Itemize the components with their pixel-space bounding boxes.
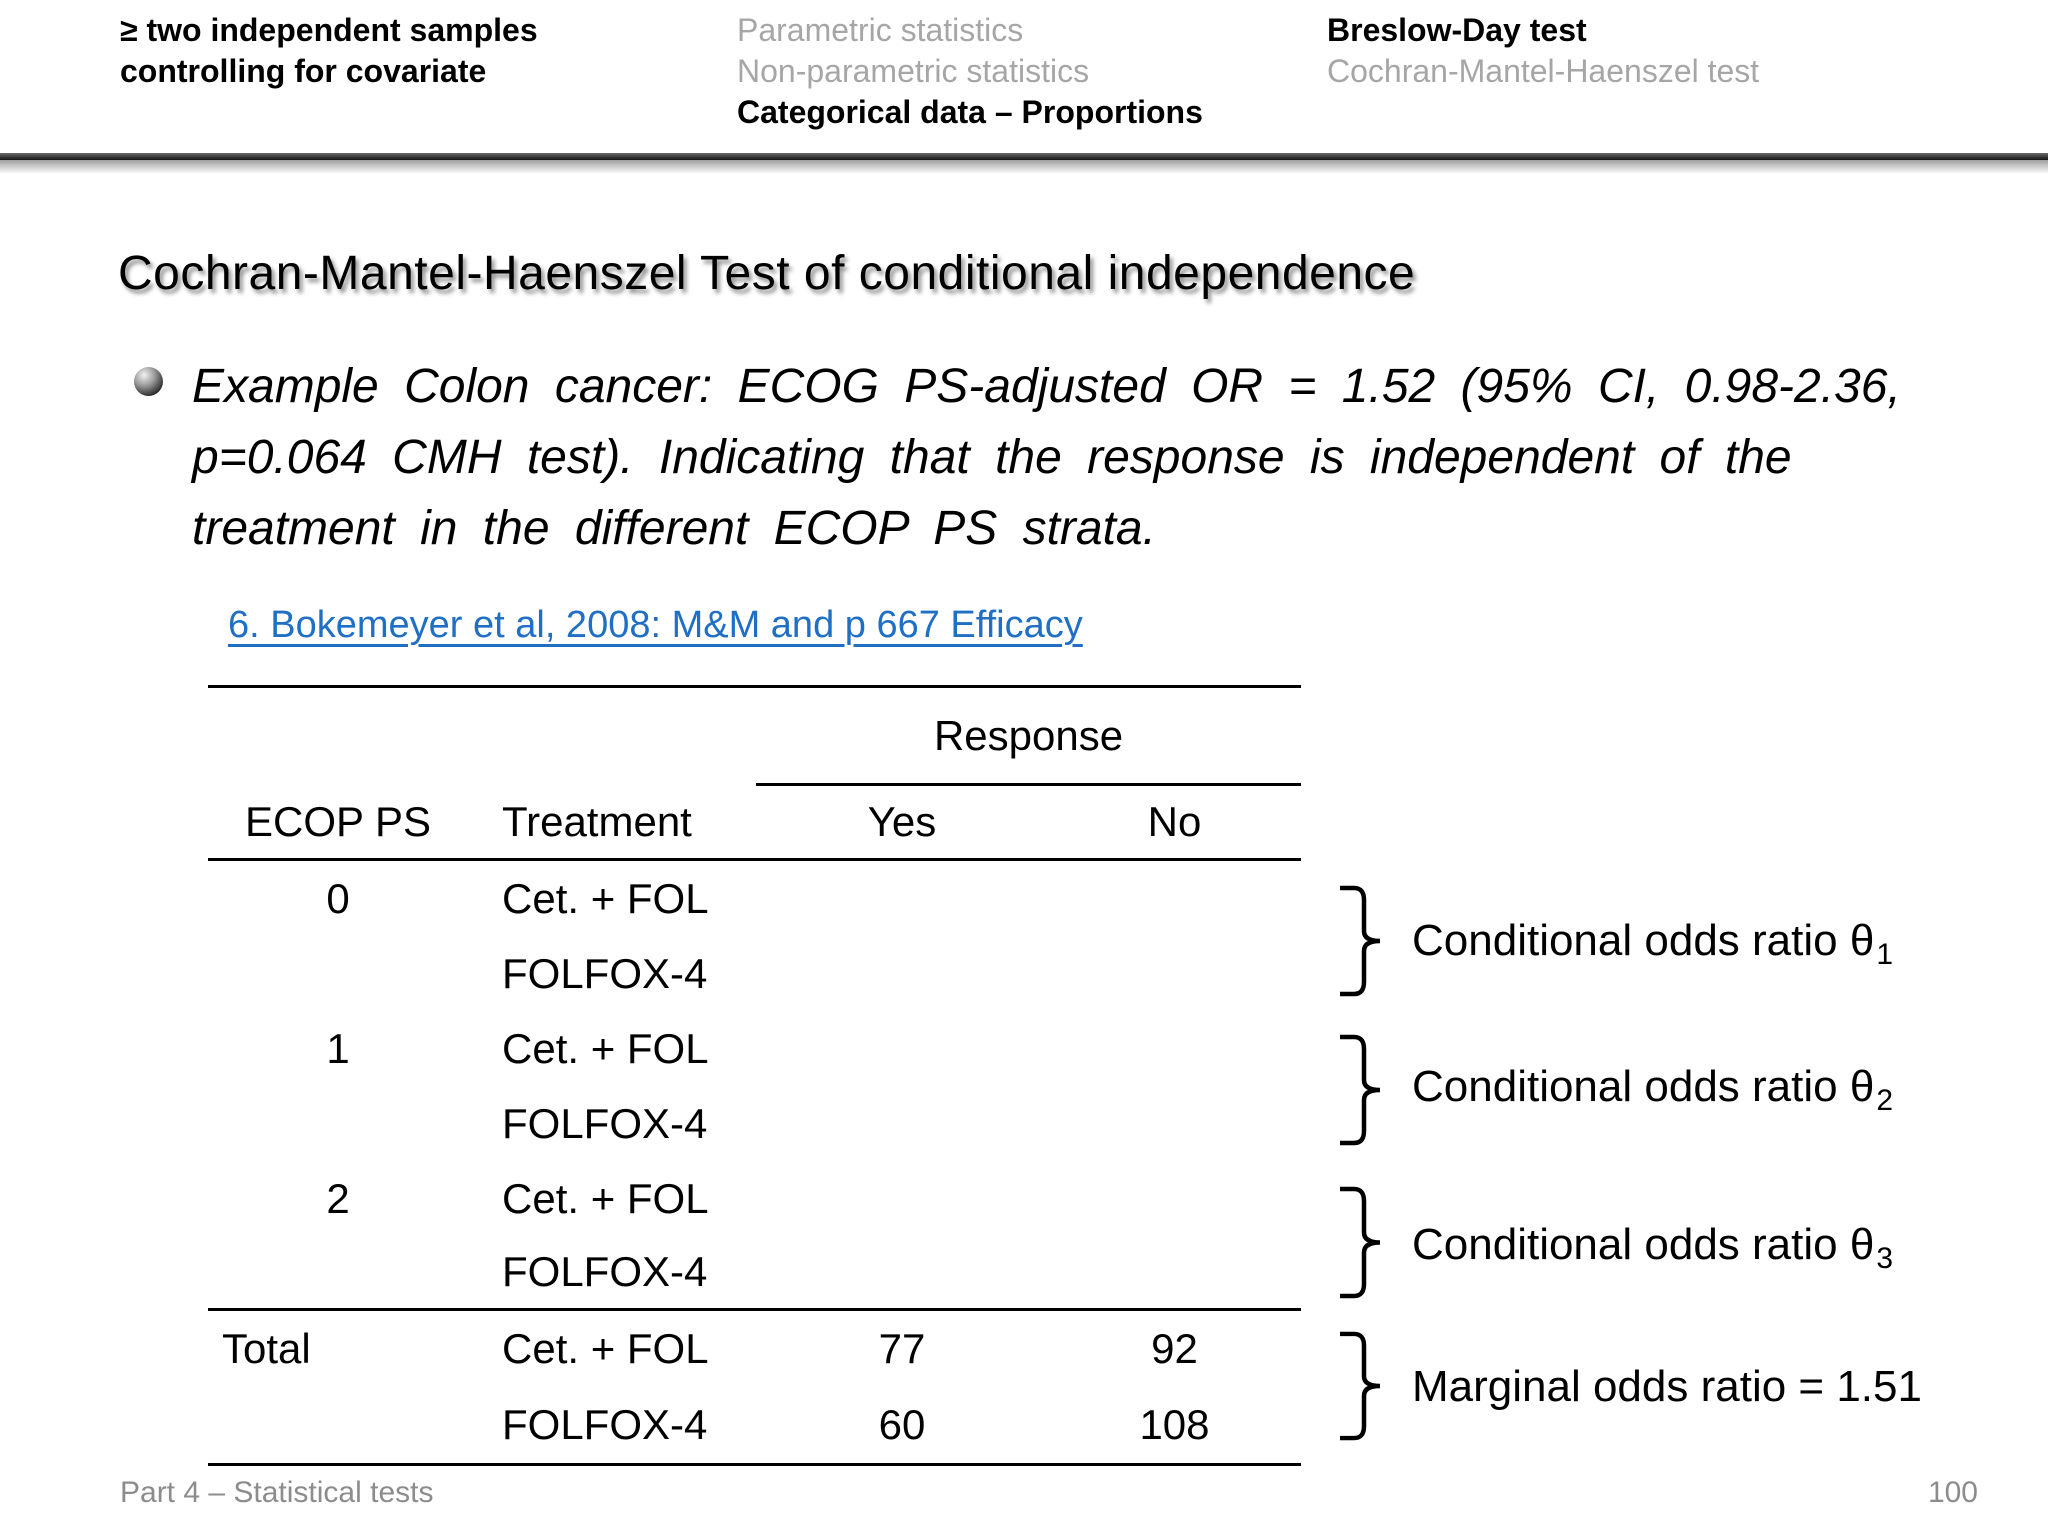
table-row: FOLFOX-4 <box>208 1086 1301 1161</box>
cell-yes: 60 <box>878 1401 926 1448</box>
annotation-conditional-or-2: Conditional odds ratio θ2 <box>1412 1061 1893 1118</box>
annotation-conditional-or-3: Conditional odds ratio θ3 <box>1412 1219 1893 1276</box>
annotation-text: Conditional odds ratio θ <box>1412 1062 1875 1111</box>
cell-ecop: 2 <box>326 1174 350 1222</box>
table-row: 0 Cet. + FOL <box>208 861 1301 936</box>
header-right-line1: Breslow-Day test <box>1327 12 1587 48</box>
footer-section-label: Part 4 – Statistical tests <box>120 1476 434 1509</box>
annotation-text: Conditional odds ratio θ <box>1412 916 1875 965</box>
table-total-row: Total Cet. + FOL 77 92 <box>208 1311 1301 1387</box>
bullet-line: treatment in the different ECOP PS strat… <box>192 502 1156 555</box>
cell-ecop: Total <box>222 1325 311 1372</box>
header-right-line2: Cochran-Mantel-Haenszel test <box>1327 53 1760 89</box>
col-header-ecop: ECOP PS <box>245 798 431 845</box>
cell-treatment: Cet. + FOL <box>502 1325 709 1372</box>
annotation-conditional-or-1: Conditional odds ratio θ1 <box>1412 915 1893 972</box>
bullet-paragraph: Example Colon cancer: ECOG PS-adjusted O… <box>192 351 1901 564</box>
bullet-sphere-icon <box>134 367 163 396</box>
header-left-line2: controlling for covariate <box>120 53 487 89</box>
annotation-marginal-or: Marginal odds ratio = 1.51 <box>1412 1361 1924 1418</box>
cell-treatment: FOLFOX-4 <box>502 1248 708 1295</box>
col-header-no: No <box>1147 798 1202 845</box>
annotation-subscript: 3 <box>1876 1242 1893 1275</box>
table-response-row: Response <box>208 688 1301 786</box>
cell-no: 108 <box>1139 1401 1210 1448</box>
annotation-subscript: 1 <box>1876 938 1893 971</box>
col-header-treatment: Treatment <box>502 798 692 845</box>
header-middle: Parametric statistics Non-parametric sta… <box>737 10 1203 133</box>
header-mid-line3: Categorical data – Proportions <box>737 94 1203 130</box>
response-spanner-header: Response <box>756 688 1301 786</box>
cell-ecop: 0 <box>326 874 350 922</box>
cell-treatment: FOLFOX-4 <box>502 1401 708 1448</box>
table-row: 1 Cet. + FOL <box>208 1011 1301 1086</box>
table-header-row: ECOP PS Treatment Yes No <box>208 786 1301 861</box>
footer-page-number: 100 <box>1927 1476 1978 1509</box>
cell-treatment: FOLFOX-4 <box>502 1099 708 1147</box>
cell-treatment: FOLFOX-4 <box>502 949 708 997</box>
header-divider-line <box>0 153 2048 160</box>
table-total-row: FOLFOX-4 60 108 <box>208 1387 1301 1463</box>
cell-yes: 77 <box>878 1325 926 1372</box>
annotation-subscript: 2 <box>1876 1084 1893 1117</box>
reference-link[interactable]: 6. Bokemeyer et al, 2008: M&M and p 667 … <box>228 604 1083 646</box>
curly-brace-icon <box>1338 1330 1384 1442</box>
cell-treatment: Cet. + FOL <box>502 1174 709 1222</box>
results-table: Response ECOP PS Treatment Yes No 0 Cet.… <box>208 685 1301 1466</box>
header-divider-shadow <box>0 160 2048 174</box>
header-left-line1: ≥ two independent samples <box>120 12 538 48</box>
bullet-line: p=0.064 CMH test). Indicating that the r… <box>192 431 1792 484</box>
bullet-line: Example Colon cancer: ECOG PS-adjusted O… <box>192 360 1901 413</box>
table-row: FOLFOX-4 <box>208 936 1301 1011</box>
page-title: Cochran-Mantel-Haenszel Test of conditio… <box>118 247 1416 300</box>
cell-ecop: 1 <box>326 1024 350 1072</box>
curly-brace-icon <box>1338 884 1384 998</box>
header-mid-line1: Parametric statistics <box>737 12 1024 48</box>
annotation-text: Conditional odds ratio θ <box>1412 1220 1875 1269</box>
annotation-text: Marginal odds ratio = 1.51 <box>1412 1362 1922 1411</box>
table-row: FOLFOX-4 <box>208 1236 1301 1311</box>
curly-brace-icon <box>1338 1033 1384 1147</box>
table-row: 2 Cet. + FOL <box>208 1161 1301 1236</box>
header-left: ≥ two independent samples controlling fo… <box>120 10 538 92</box>
curly-brace-icon <box>1338 1185 1384 1300</box>
header-right: Breslow-Day test Cochran-Mantel-Haenszel… <box>1327 10 1759 92</box>
cell-treatment: Cet. + FOL <box>502 874 709 922</box>
cell-no: 92 <box>1151 1325 1198 1372</box>
col-header-yes: Yes <box>867 798 937 845</box>
header-mid-line2: Non-parametric statistics <box>737 53 1090 89</box>
cell-treatment: Cet. + FOL <box>502 1024 709 1072</box>
